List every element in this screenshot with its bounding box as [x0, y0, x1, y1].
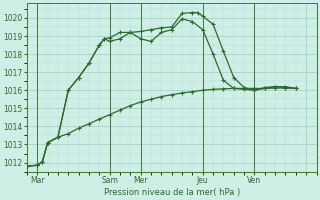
X-axis label: Pression niveau de la mer( hPa ): Pression niveau de la mer( hPa )	[104, 188, 240, 197]
